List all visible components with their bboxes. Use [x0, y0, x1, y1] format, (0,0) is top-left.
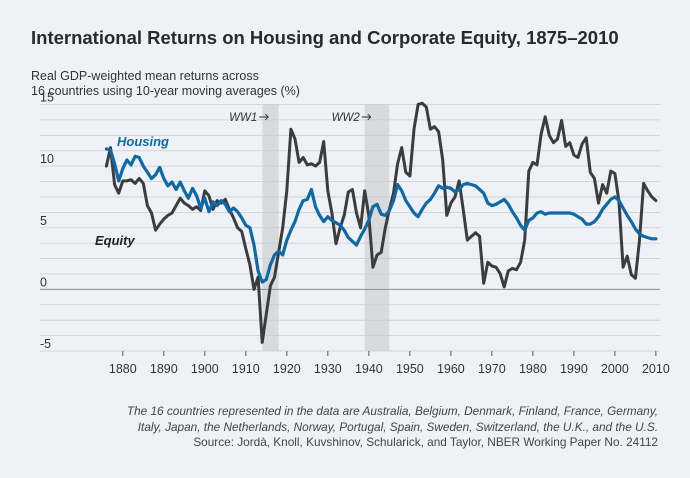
- series-line-housing: [104, 147, 658, 284]
- x-tick-label: 1890: [150, 362, 178, 376]
- x-tick-label: 1880: [109, 362, 137, 376]
- period-label-ww1: WW1: [229, 112, 257, 124]
- x-tick-label: 1930: [314, 362, 342, 376]
- countries-note-line-1: The 16 countries represented in the data…: [126, 404, 658, 418]
- subtitle-line-1: Real GDP-weighted mean returns across: [31, 69, 259, 83]
- series-lines: [104, 101, 658, 344]
- source-note: Source: Jordà, Knoll, Kuvshinov, Schular…: [193, 435, 658, 449]
- series-line-equity: [104, 101, 658, 344]
- x-tick-label: 1970: [478, 362, 506, 376]
- annotations: WW1 WW2 Housing Equity: [95, 112, 372, 248]
- x-tick-label: 1960: [437, 362, 465, 376]
- arrow-icon: [259, 113, 269, 121]
- arrow-icon: [361, 113, 372, 121]
- y-tick-label: 10: [40, 152, 54, 166]
- subtitle-line-2: 16 countries using 10-year moving averag…: [31, 84, 300, 98]
- chart-title: International Returns on Housing and Cor…: [31, 27, 619, 48]
- series-label-equity: Equity: [95, 233, 135, 248]
- x-tick-label: 1980: [519, 362, 547, 376]
- series-label-housing: Housing: [117, 134, 169, 149]
- y-tick-label: 0: [40, 275, 47, 289]
- x-tick-label: 2010: [642, 362, 670, 376]
- chart-subtitle: Real GDP-weighted mean returns across 16…: [31, 69, 361, 99]
- x-tick-label: 1920: [273, 362, 301, 376]
- y-tick-label: 15: [40, 91, 54, 105]
- x-tick-label: 1940: [355, 362, 383, 376]
- x-tick-label: 1910: [232, 362, 260, 376]
- footnote: The 16 countries represented in the data…: [98, 404, 658, 451]
- y-tick-label: -5: [40, 337, 51, 351]
- x-tick-label: 1990: [560, 362, 588, 376]
- period-label-ww2: WW2: [332, 112, 361, 124]
- x-tick-label: 2000: [601, 362, 629, 376]
- y-tick-label: 5: [40, 214, 47, 228]
- x-tick-label: 1950: [396, 362, 424, 376]
- x-tick-label: 1900: [191, 362, 219, 376]
- y-axis-ticks: -5 0 5 10 15: [40, 91, 54, 352]
- x-axis-ticks: 1880 1890 1900 1910 1920 1930 1940 1950 1960 1970…: [109, 351, 670, 376]
- countries-note-line-2: Italy, Japan, the Netherlands, Norway, P…: [137, 419, 658, 434]
